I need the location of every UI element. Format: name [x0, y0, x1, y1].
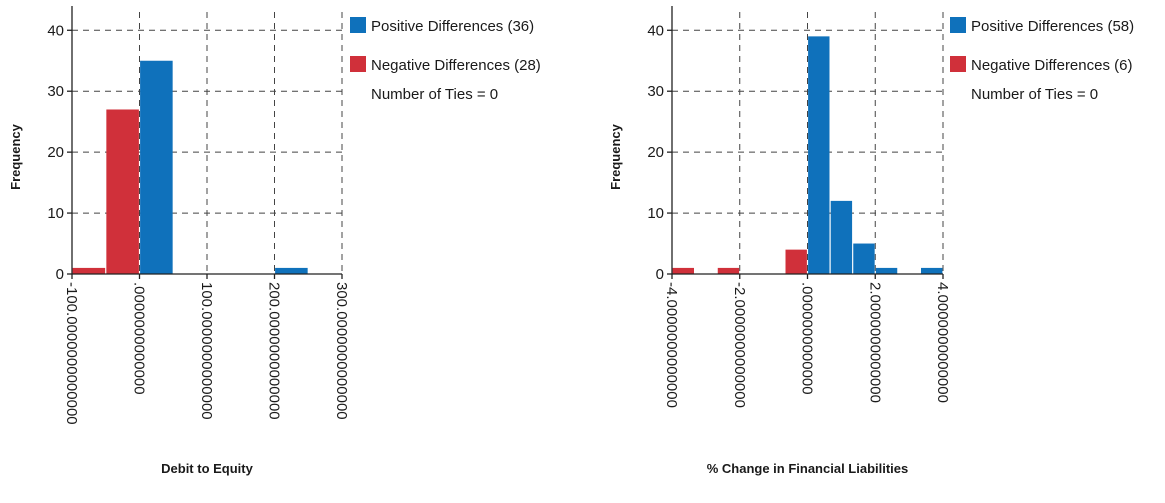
- legend-label-negative: Negative Differences (6): [971, 57, 1132, 74]
- legend: Positive Differences (36) Negative Differ…: [350, 17, 541, 103]
- legend-swatch-negative: [950, 56, 966, 72]
- y-tick-label: 40: [47, 22, 64, 39]
- bar-positive: [875, 267, 898, 274]
- y-tick-label: 0: [56, 266, 64, 283]
- bar-positive: [921, 267, 943, 274]
- bar-negative: [106, 109, 139, 274]
- x-tick-label: 4.0000000000000: [934, 282, 951, 403]
- legend-swatch-negative: [350, 56, 366, 72]
- x-tick-label: 2.0000000000000: [866, 282, 883, 403]
- x-axis-title: Debit to Equity: [161, 461, 253, 476]
- bar-negative: [72, 267, 106, 274]
- bar-positive: [853, 243, 875, 274]
- y-axis-title: Frequency: [608, 123, 623, 190]
- legend-label-positive: Positive Differences (58): [971, 18, 1134, 35]
- x-tick-label: .0000000000000: [131, 282, 148, 395]
- legend-ties-label: Number of Ties = 0: [371, 86, 498, 103]
- legend-swatch-positive: [950, 17, 966, 33]
- x-tick-label: 100.0000000000000: [198, 282, 215, 420]
- y-tick-label: 20: [47, 144, 64, 161]
- y-tick-label: 20: [647, 144, 664, 161]
- legend-label-positive: Positive Differences (36): [371, 18, 534, 35]
- y-tick-label: 30: [47, 83, 64, 100]
- legend: Positive Differences (58) Negative Differ…: [950, 17, 1134, 103]
- y-tick-label: 0: [656, 266, 664, 283]
- chart-financial-liabilities: 0 10 20 30 40 -4.0000000000000 -2.000000000000…: [608, 6, 1134, 476]
- bar-negative: [672, 267, 694, 274]
- bar-positive: [830, 200, 853, 274]
- bar-positive: [140, 60, 173, 274]
- chart-debit-to-equity: 0 10 20 30 40 -100.0000000000000 .000000000000…: [8, 6, 541, 476]
- bar-negative: [717, 267, 740, 274]
- y-axis-title: Frequency: [8, 123, 23, 190]
- y-tick-label: 30: [647, 83, 664, 100]
- x-tick-label: 200.0000000000000: [266, 282, 283, 420]
- x-tick-label: -100.0000000000000: [63, 282, 80, 425]
- x-tick-label: -2.0000000000000: [731, 282, 748, 408]
- x-tick-label: .0000000000000: [799, 282, 816, 395]
- y-tick-label: 40: [647, 22, 664, 39]
- y-tick-label: 10: [47, 205, 64, 222]
- y-tick-label: 10: [647, 205, 664, 222]
- x-axis-title: % Change in Financial Liabilities: [707, 461, 909, 476]
- legend-swatch-positive: [350, 17, 366, 33]
- x-tick-label: 300.0000000000000: [333, 282, 350, 420]
- legend-ties-label: Number of Ties = 0: [971, 86, 1098, 103]
- x-tick-label: -4.0000000000000: [663, 282, 680, 408]
- bar-negative: [785, 249, 807, 274]
- bar-positive: [808, 36, 830, 274]
- legend-label-negative: Negative Differences (28): [371, 57, 541, 74]
- bar-positive: [275, 267, 308, 274]
